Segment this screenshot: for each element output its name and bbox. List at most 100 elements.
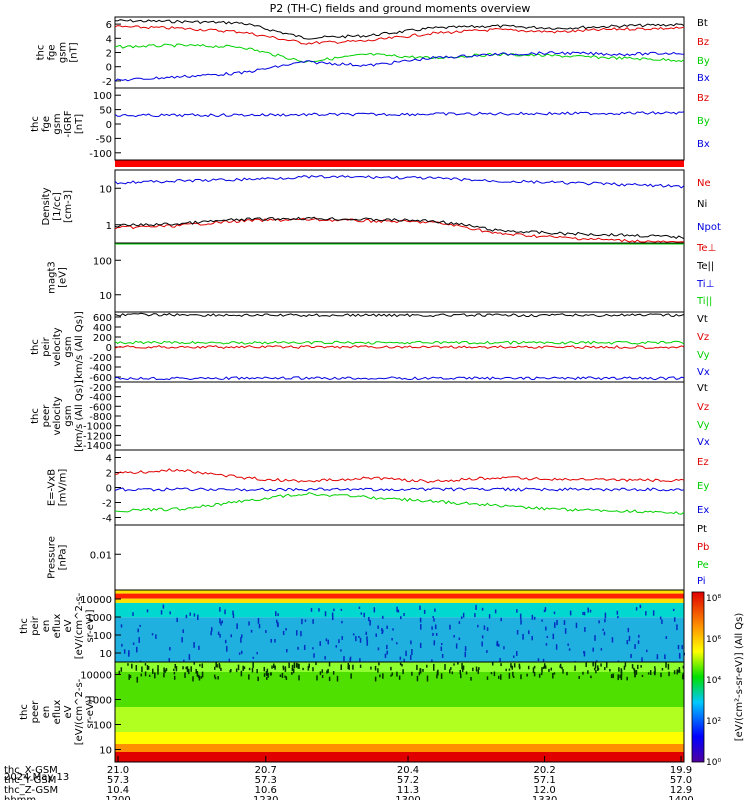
y-axis-label-line: [cm-3] (63, 190, 74, 223)
spectrogram-pixel (645, 611, 647, 616)
y-tick-label: -400 (89, 393, 112, 404)
y-tick-label: -200 (89, 353, 112, 364)
spectrogram-pixel (440, 673, 443, 679)
spectrogram-pixel (286, 648, 288, 653)
spectrogram-pixel (620, 674, 623, 681)
spectrogram-pixel (266, 676, 268, 680)
y-tick-label: 1 (106, 221, 112, 232)
spectrogram-pixel (682, 665, 685, 669)
spectrogram-pixel (654, 668, 656, 674)
spectrogram-pixel (522, 633, 524, 640)
y-tick-label: 6 (106, 20, 112, 31)
y-axis-label-line: thc (30, 116, 41, 132)
spectrogram-pixel (600, 663, 602, 667)
y-axis-label-line: en (41, 620, 52, 633)
spectrogram-pixel (477, 624, 479, 628)
spectrogram-pixel (284, 675, 286, 678)
spectrogram-pixel (544, 607, 547, 612)
spectrogram-band (115, 617, 684, 662)
panel-frame (114, 524, 685, 591)
spectrogram-pixel (478, 667, 480, 670)
spectrogram-pixel (664, 654, 666, 660)
y-tick-label: 100 (93, 721, 112, 732)
y-axis-label-line: eflux (52, 700, 63, 725)
spectrogram-pixel (196, 670, 199, 677)
time-axis-value: 12.9 (670, 785, 692, 796)
spectrogram-pixel (457, 662, 459, 665)
y-tick-label: -2 (102, 499, 112, 510)
spectrogram-pixel (592, 647, 594, 652)
y-axis-label-line: E=-VxB (47, 469, 58, 506)
spectrogram-pixel (131, 663, 133, 669)
spectrogram-pixel (312, 667, 314, 672)
time-axis-value: 57.2 (397, 775, 419, 786)
spectrogram-pixel (228, 658, 231, 662)
spectrogram-pixel (263, 673, 266, 677)
y-tick-label: 100 (93, 631, 112, 642)
spectrogram-pixel (508, 672, 511, 679)
spectrogram-pixel (458, 637, 461, 641)
spectrogram-pixel (210, 627, 213, 632)
spectrogram-pixel (493, 671, 496, 677)
spectrogram-pixel (538, 673, 541, 678)
spectrogram-pixel (230, 634, 233, 638)
spectrogram-pixel (676, 669, 678, 675)
y-axis-label-line: [eV/(cm^2-s- (74, 592, 85, 659)
spectrogram-pixel (213, 674, 216, 678)
y-tick-label: -600 (89, 402, 112, 413)
spectrogram-pixel (350, 673, 352, 679)
spectrogram-pixel (436, 674, 438, 679)
spectrogram-pixel (455, 643, 458, 649)
time-axis: thc_X-GSM 21.0 20.7 20.4 20.2 19.9 thc_Y-GSM 57… (4, 756, 694, 800)
spectrogram-pixel (403, 658, 405, 665)
spectrogram-pixel (595, 669, 597, 674)
spectrogram-pixel (617, 615, 619, 619)
spectrogram-pixel (352, 633, 355, 636)
spectrogram-pixel (219, 634, 221, 638)
spectrogram-pixel (273, 663, 275, 669)
spectrogram-pixel (583, 651, 585, 654)
y-tick-label: 10000 (80, 671, 112, 682)
series-line-npot (114, 175, 685, 189)
spectrogram-pixel (661, 619, 663, 624)
spectrogram-pixel (120, 667, 123, 672)
spectrogram-pixel (433, 642, 436, 646)
spectrogram-pixel (291, 671, 293, 675)
y-axis-label-line: thc (19, 618, 30, 634)
spectrogram-pixel (603, 631, 606, 636)
spectrogram-pixel (325, 638, 328, 642)
spectrogram-pixel (338, 639, 340, 644)
y-axis-label-line: [mV/m] (58, 469, 69, 507)
spectrogram-pixel (600, 648, 603, 651)
spectrogram-pixel (266, 668, 269, 673)
spectrogram-pixel (486, 627, 489, 632)
y-axis-label-line: sr-eV)] (85, 695, 96, 728)
spectrogram-band (115, 593, 684, 599)
series-line-bt (114, 19, 685, 40)
spectrogram-pixel (176, 617, 178, 623)
spectrogram-pixel (475, 604, 477, 610)
spectrogram-pixel (399, 656, 402, 660)
spectrogram-pixel (297, 663, 299, 669)
spectrogram-pixel (265, 671, 268, 675)
spectrogram-pixel (562, 669, 564, 674)
spectrogram-pixel (411, 671, 413, 676)
spectrogram-pixel (604, 618, 606, 623)
spectrogram-pixel (242, 665, 244, 671)
spectrogram-pixel (593, 667, 596, 671)
spectrogram-pixel (235, 668, 238, 673)
spectrogram-pixel (232, 613, 235, 618)
spectrogram-pixel (160, 610, 163, 615)
spectrogram-pixel (267, 672, 269, 678)
spectrogram-pixel (540, 672, 543, 676)
spectrogram-pixel (682, 672, 685, 676)
spectrogram-pixel (619, 674, 621, 679)
legend-label: Ey (697, 481, 709, 492)
panel-3: 10 1 Density[1/cc][cm-3] Ne Ni Npot (41, 169, 721, 244)
spectrogram-pixel (328, 676, 331, 682)
colorbar-tick-label: 10⁸ (706, 594, 721, 604)
time-axis-value: 57.3 (107, 775, 129, 786)
y-axis-label-line: gsm (63, 405, 74, 426)
